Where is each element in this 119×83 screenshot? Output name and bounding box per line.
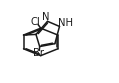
Text: NH: NH [58, 18, 73, 28]
Text: Cl: Cl [30, 17, 40, 27]
Text: Br: Br [33, 48, 44, 58]
Text: N: N [42, 12, 50, 22]
